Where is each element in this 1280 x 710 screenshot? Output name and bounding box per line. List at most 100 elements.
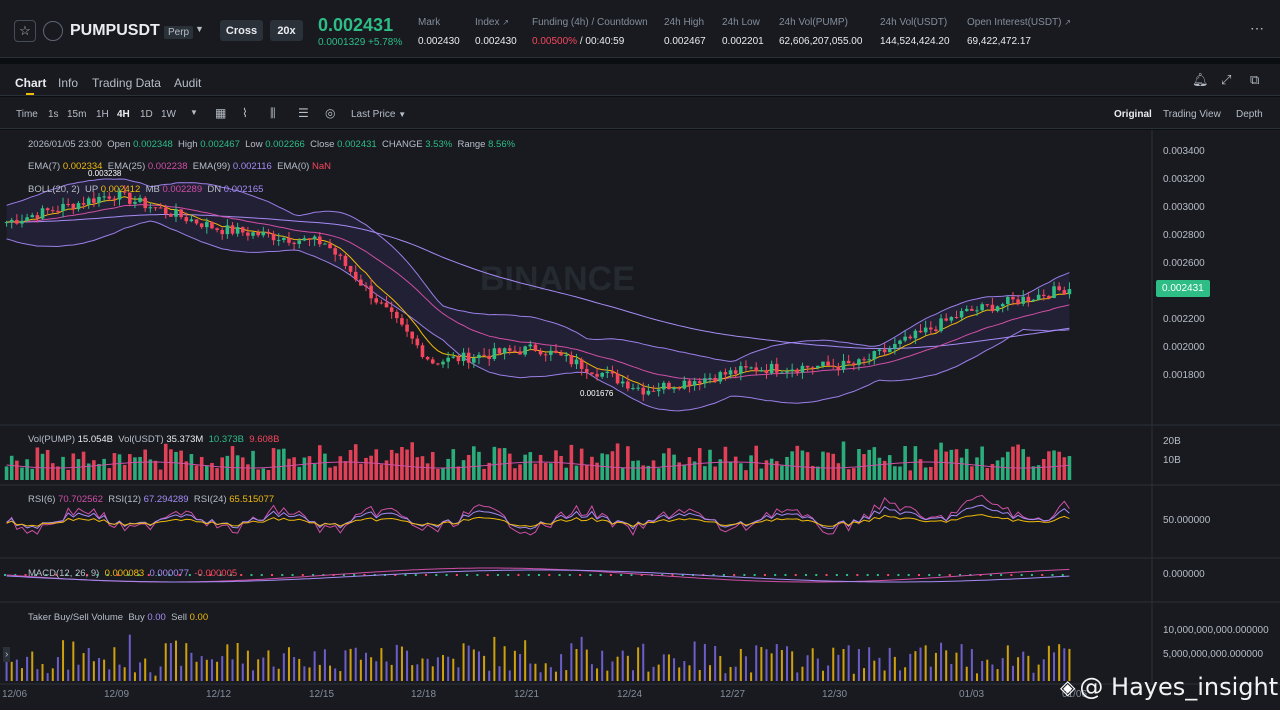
interval-1w[interactable]: 1W (161, 109, 176, 120)
star-icon[interactable]: ☆ (14, 20, 36, 42)
macd-hist-bar (917, 574, 920, 576)
taker-bar (801, 666, 804, 681)
rsi6-line (6, 494, 1070, 536)
volume-bar (785, 456, 789, 480)
view-depth[interactable]: Depth (1236, 109, 1263, 120)
taker-bar (318, 664, 321, 681)
candle-type-icon[interactable]: ⫼ (270, 106, 276, 120)
volume-bar (148, 459, 153, 480)
volume-bar (1041, 459, 1046, 480)
candle-body (1041, 294, 1046, 296)
macd-hist-bar (1000, 574, 1003, 576)
popout-icon[interactable]: ⧉ (1250, 72, 1260, 87)
price-type-select[interactable]: Last Price ▼ (351, 109, 407, 120)
candle-body (744, 366, 748, 368)
taker-bar (898, 670, 901, 681)
taker-bar (334, 668, 337, 681)
candle-body (949, 317, 954, 321)
taker-bar (472, 649, 475, 681)
candle-body (30, 215, 35, 218)
view-trading-view[interactable]: Trading View (1163, 109, 1221, 120)
taker-bar (416, 664, 419, 681)
macd-hist-bar (609, 574, 612, 576)
taker-bar (590, 664, 593, 681)
symbol-dropdown-icon[interactable]: ▼ (195, 24, 204, 34)
taker-bar (488, 670, 491, 681)
macd-hist-bar (65, 574, 68, 576)
taker-bar (216, 661, 219, 681)
target-icon[interactable]: ◎ (325, 106, 336, 120)
taker-bar (277, 668, 280, 681)
candle-body (605, 371, 610, 373)
candle-body (538, 350, 543, 355)
volume-bar (651, 460, 656, 480)
volume-bar (554, 450, 558, 480)
taker-bar (739, 648, 742, 681)
settings-list-icon[interactable]: ☰ (298, 106, 309, 120)
volume-bar (287, 458, 291, 480)
volume-bar (620, 468, 625, 480)
taker-bar (626, 655, 629, 681)
macd-hist-bar (948, 574, 951, 576)
expand-icon[interactable]: ⤢ (1221, 72, 1232, 87)
taker-bar (703, 643, 706, 681)
macd-hist-bar (86, 574, 89, 576)
interval-dropdown-icon[interactable]: ▼ (190, 108, 198, 117)
interval-15m[interactable]: 15m (67, 109, 87, 120)
volume-bar (800, 450, 805, 480)
stat-funding-label: Funding (4h) / Countdown (532, 17, 648, 28)
taker-bar (46, 673, 49, 681)
calendar-icon[interactable]: ▦ (215, 106, 227, 120)
macd-hist-bar (435, 574, 438, 576)
logo-icon: ◈ (1060, 676, 1076, 699)
tab-audit[interactable]: Audit (174, 76, 202, 90)
candle-body (40, 208, 45, 219)
taker-bar (780, 650, 783, 681)
interval-time[interactable]: Time (16, 109, 38, 120)
taker-bar (857, 649, 860, 681)
view-original[interactable]: Original (1114, 109, 1152, 120)
volume-bar (862, 454, 866, 480)
candle-body (374, 298, 379, 303)
chart-area[interactable]: BINANCE 2026/01/05 23:00 Open 0.002348 H… (0, 130, 1280, 710)
tab-trading-data[interactable]: Trading Data (92, 76, 161, 90)
indicators-icon[interactable]: ⌇ (242, 106, 248, 120)
interval-1d[interactable]: 1D (140, 109, 153, 120)
macd-hist-bar (1030, 574, 1033, 576)
volume-bar (631, 460, 635, 480)
stat-index-value: 0.002430 (475, 36, 517, 47)
volume-bar (158, 469, 163, 480)
x-axis-label: 01/03 (959, 689, 985, 700)
volume-bar (543, 462, 548, 480)
taker-bar (41, 663, 44, 681)
x-axis-label: 12/18 (411, 689, 437, 700)
candle-body (143, 197, 147, 209)
taker-bar (991, 664, 994, 681)
high-annotation: 0.003238 (88, 169, 122, 178)
tab-info[interactable]: Info (58, 76, 79, 90)
tab-chart[interactable]: Chart (15, 76, 47, 90)
symbol-name[interactable]: PUMPUSDT (70, 22, 160, 39)
taker-bar (904, 667, 907, 681)
x-axis-label: 12/06 (2, 689, 28, 700)
macd-hist-bar (353, 574, 356, 576)
margin-mode-button[interactable]: Cross (220, 20, 263, 41)
macd-hist-bar (445, 574, 448, 576)
more-icon[interactable]: ⋯ (1250, 20, 1264, 36)
leverage-button[interactable]: 20x (270, 20, 303, 41)
chart-canvas[interactable]: BINANCE (0, 130, 1280, 710)
taker-bar (31, 651, 34, 681)
volume-bar (215, 468, 219, 480)
taker-bar (806, 655, 809, 681)
volume-bar (328, 467, 332, 480)
volume-bar (205, 465, 209, 480)
expand-panel-icon[interactable]: › (3, 647, 11, 662)
alert-bell-icon[interactable]: 🔔︎ (1192, 72, 1209, 87)
candle-body (436, 363, 440, 365)
interval-1h[interactable]: 1H (96, 109, 109, 120)
candle-body (667, 382, 671, 390)
interval-4h[interactable]: 4H (117, 109, 130, 120)
taker-bar (385, 661, 388, 681)
volume-bar (359, 463, 363, 480)
interval-1s[interactable]: 1s (48, 109, 59, 120)
